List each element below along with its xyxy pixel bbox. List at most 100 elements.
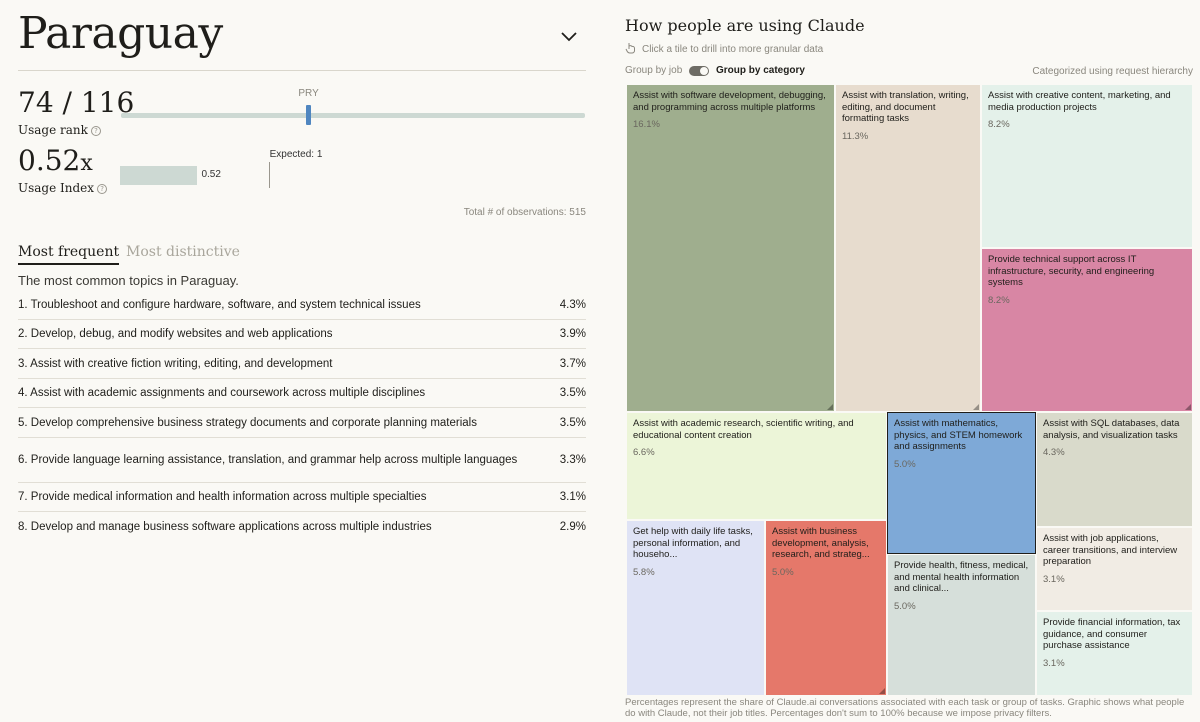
tab-most-frequent[interactable]: Most frequent bbox=[18, 244, 120, 265]
tile-pct: 4.3% bbox=[1043, 447, 1065, 458]
treemap-tile[interactable]: Assist with business development, analys… bbox=[765, 520, 887, 696]
usage-index-bar bbox=[120, 166, 198, 185]
topic-pct: 3.1% bbox=[559, 491, 586, 503]
topic-pct: 2.9% bbox=[559, 521, 586, 533]
usage-rank-label-text: Usage rank bbox=[18, 123, 88, 137]
topic-list: 1. Troubleshoot and configure hardware, … bbox=[18, 291, 586, 542]
tile-corner-icon bbox=[973, 404, 979, 410]
topics-intro: The most common topics in Paraguay. bbox=[18, 273, 239, 288]
treemap-tile[interactable]: Provide financial information, tax guida… bbox=[1036, 611, 1193, 696]
observations-count: Total # of observations: 515 bbox=[463, 207, 586, 218]
usage-index-label-text: Usage Index bbox=[18, 181, 95, 195]
tile-pct: 5.0% bbox=[894, 600, 916, 612]
tile-pct: 5.0% bbox=[772, 566, 794, 578]
topic-pct: 3.5% bbox=[559, 416, 586, 429]
list-item[interactable]: 2. Develop, debug, and modify websites a… bbox=[18, 320, 586, 349]
toggle-knob bbox=[700, 67, 708, 75]
tile-pct: 5.0% bbox=[894, 458, 916, 470]
tile-label: Get help with daily life tasks, personal… bbox=[633, 526, 753, 560]
section-title: How people are using Claude bbox=[625, 16, 865, 35]
usage-index-chart: 0.52 Expected: 1 bbox=[120, 148, 420, 190]
list-item[interactable]: 5. Develop comprehensive business strate… bbox=[18, 408, 586, 438]
tile-corner-icon bbox=[1185, 404, 1191, 410]
header-divider bbox=[18, 70, 586, 71]
usage-rank-track bbox=[121, 113, 585, 118]
list-item[interactable]: 1. Troubleshoot and configure hardware, … bbox=[18, 291, 586, 320]
usage-index-value: 0.52x bbox=[18, 144, 93, 177]
drill-hint-text: Click a tile to drill into more granular… bbox=[642, 44, 824, 55]
expected-marker-line bbox=[269, 162, 270, 188]
usage-rank-value: 74 / 116 bbox=[18, 86, 135, 119]
group-by-category-label[interactable]: Group by category bbox=[716, 65, 805, 76]
usage-index-unit: x bbox=[80, 151, 93, 176]
topic-text: 2. Develop, debug, and modify websites a… bbox=[18, 328, 333, 340]
tile-pct: 3.1% bbox=[1043, 657, 1065, 669]
tile-pct: 6.6% bbox=[633, 447, 655, 458]
treemap-tile[interactable]: Get help with daily life tasks, personal… bbox=[626, 520, 765, 696]
list-item[interactable]: 7. Provide medical information and healt… bbox=[18, 483, 586, 512]
topic-pct: 3.7% bbox=[559, 357, 586, 370]
topic-text: 3. Assist with creative fiction writing,… bbox=[18, 357, 333, 370]
drill-hint: Click a tile to drill into more granular… bbox=[625, 42, 823, 55]
tile-label: Provide financial information, tax guida… bbox=[1043, 617, 1181, 651]
tile-pct: 8.2% bbox=[988, 294, 1010, 306]
chevron-down-icon[interactable] bbox=[557, 24, 581, 48]
treemap-tile[interactable]: Assist with mathematics, physics, and ST… bbox=[887, 412, 1036, 554]
usage-index-bar-label: 0.52 bbox=[201, 169, 221, 180]
help-icon[interactable]: ? bbox=[90, 126, 101, 136]
usage-index-number: 0.52 bbox=[18, 144, 81, 177]
country-title: Paraguay bbox=[18, 8, 223, 59]
help-icon[interactable]: ? bbox=[97, 184, 108, 194]
tab-most-distinctive[interactable]: Most distinctive bbox=[126, 244, 240, 260]
treemap: Assist with software development, debugg… bbox=[626, 84, 1193, 696]
tile-label: Assist with software development, debugg… bbox=[633, 90, 826, 113]
topic-text: 5. Develop comprehensive business strate… bbox=[18, 416, 477, 429]
topic-text: 8. Develop and manage business software … bbox=[18, 521, 432, 533]
tile-label: Provide health, fitness, medical, and me… bbox=[894, 560, 1029, 594]
topic-pct: 3.5% bbox=[559, 387, 586, 399]
list-item[interactable]: 3. Assist with creative fiction writing,… bbox=[18, 349, 586, 379]
treemap-tile[interactable]: Assist with SQL databases, data analysis… bbox=[1036, 412, 1193, 527]
topic-text: 4. Assist with academic assignments and … bbox=[18, 387, 426, 399]
list-item[interactable]: 4. Assist with academic assignments and … bbox=[18, 379, 586, 408]
tile-label: Assist with creative content, marketing,… bbox=[988, 90, 1171, 113]
list-item[interactable]: 8. Develop and manage business software … bbox=[18, 512, 586, 542]
tile-label: Assist with academic research, scientifi… bbox=[633, 418, 854, 441]
treemap-tile[interactable]: Assist with job applications, career tra… bbox=[1036, 527, 1193, 611]
footnote: Percentages represent the share of Claud… bbox=[625, 697, 1185, 719]
group-toggle[interactable] bbox=[689, 66, 709, 76]
topic-pct: 4.3% bbox=[559, 299, 586, 311]
pointer-hand-icon bbox=[625, 43, 635, 54]
tile-label: Assist with business development, analys… bbox=[772, 526, 870, 560]
tile-label: Assist with mathematics, physics, and ST… bbox=[894, 418, 1023, 452]
topic-text: 1. Troubleshoot and configure hardware, … bbox=[18, 299, 421, 311]
tile-label: Provide technical support across IT infr… bbox=[988, 254, 1155, 288]
expected-label: Expected: 1 bbox=[269, 149, 323, 160]
tile-label: Assist with translation, writing, editin… bbox=[842, 90, 969, 124]
topic-pct: 3.3% bbox=[559, 454, 586, 466]
treemap-tile[interactable]: Provide technical support across IT infr… bbox=[981, 248, 1193, 412]
topic-text: 7. Provide medical information and healt… bbox=[18, 491, 427, 503]
topic-text: 6. Provide language learning assistance,… bbox=[18, 454, 518, 466]
list-item[interactable]: 6. Provide language learning assistance,… bbox=[18, 438, 586, 483]
usage-index-label: Usage Index? bbox=[18, 181, 108, 195]
group-by-job-label[interactable]: Group by job bbox=[625, 65, 683, 76]
categorized-note: Categorized using request hierarchy bbox=[1032, 66, 1193, 77]
tile-pct: 5.8% bbox=[633, 566, 655, 578]
treemap-tile[interactable]: Assist with academic research, scientifi… bbox=[626, 412, 887, 520]
usage-rank-label: Usage rank? bbox=[18, 123, 101, 137]
tile-label: Assist with SQL databases, data analysis… bbox=[1043, 418, 1180, 441]
treemap-tile[interactable]: Assist with translation, writing, editin… bbox=[835, 84, 981, 412]
tile-pct: 16.1% bbox=[633, 119, 660, 130]
tile-pct: 8.2% bbox=[988, 119, 1010, 130]
tile-corner-icon bbox=[827, 404, 833, 410]
treemap-tile[interactable]: Provide health, fitness, medical, and me… bbox=[887, 554, 1036, 696]
treemap-tile[interactable]: Assist with software development, debugg… bbox=[626, 84, 835, 412]
tile-corner-icon bbox=[879, 688, 885, 694]
usage-rank-marker[interactable] bbox=[305, 105, 311, 125]
tile-pct: 11.3% bbox=[842, 130, 869, 142]
topic-pct: 3.9% bbox=[559, 328, 586, 340]
treemap-tile[interactable]: Assist with creative content, marketing,… bbox=[981, 84, 1193, 248]
tile-label: Assist with job applications, career tra… bbox=[1043, 533, 1178, 567]
usage-rank-country-code: PRY bbox=[298, 88, 319, 99]
